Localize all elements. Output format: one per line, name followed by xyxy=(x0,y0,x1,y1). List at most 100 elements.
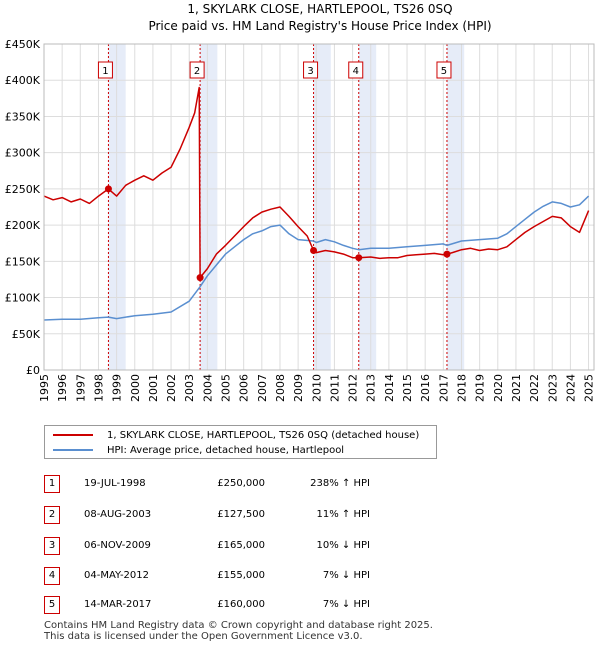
transaction-date: 08-AUG-2003 xyxy=(84,509,152,520)
sale-point xyxy=(355,254,363,262)
x-tick-label: 2015 xyxy=(401,374,414,402)
sale-marker-label: 5 xyxy=(441,66,447,77)
transaction-hpi-diff: 11% ↑ HPI xyxy=(316,509,370,520)
legend: 1, SKYLARK CLOSE, HARTLEPOOL, TS26 0SQ (… xyxy=(44,425,437,459)
x-tick-label: 2010 xyxy=(310,374,323,402)
sale-point xyxy=(104,185,112,193)
x-tick-label: 1995 xyxy=(38,374,51,402)
legend-label-hpi: HPI: Average price, detached house, Hart… xyxy=(107,445,345,456)
x-tick-label: 2012 xyxy=(347,374,360,402)
y-tick-label: £250K xyxy=(5,183,41,196)
copyright-notice: Contains HM Land Registry data © Crown c… xyxy=(44,620,433,631)
sale-marker-box xyxy=(189,61,205,79)
transaction-price: £250,000 xyxy=(217,478,265,489)
licence-notice: This data is licensed under the Open Gov… xyxy=(44,631,363,642)
y-tick-label: £150K xyxy=(5,255,41,268)
table-row: 5 14-MAR-2017 £160,000 7% ↓ HPI xyxy=(0,595,600,615)
table-row: 1 19-JUL-1998 £250,000 238% ↑ HPI xyxy=(0,474,600,494)
transaction-hpi-diff: 7% ↓ HPI xyxy=(322,599,370,610)
sale-marker-label: 3 xyxy=(307,66,313,77)
hpi-line xyxy=(43,195,590,321)
y-tick-label: £300K xyxy=(5,147,41,160)
x-tick-label: 2020 xyxy=(492,374,505,402)
x-tick-label: 2008 xyxy=(274,374,287,402)
transaction-price: £160,000 xyxy=(217,599,265,610)
transaction-number-badge: 4 xyxy=(44,567,60,585)
transaction-date: 14-MAR-2017 xyxy=(84,599,152,610)
sale-marker-label: 1 xyxy=(102,66,108,77)
transaction-number-badge: 1 xyxy=(44,475,60,493)
sale-point xyxy=(443,250,451,258)
x-tick-label: 2005 xyxy=(220,374,233,402)
sale-point xyxy=(310,246,318,254)
sale-marker-box xyxy=(97,61,113,79)
plot-border xyxy=(43,43,595,371)
table-row: 3 06-NOV-2009 £165,000 10% ↓ HPI xyxy=(0,536,600,556)
x-tick-label: 2006 xyxy=(238,374,251,402)
transaction-date: 04-MAY-2012 xyxy=(84,570,150,581)
y-tick-label: £350K xyxy=(5,110,41,123)
chart-subtitle: Price paid vs. HM Land Registry's House … xyxy=(148,19,491,33)
shaded-period xyxy=(200,44,218,370)
legend-item-property: 1, SKYLARK CLOSE, HARTLEPOOL, TS26 0SQ (… xyxy=(53,429,419,443)
transaction-number-badge: 3 xyxy=(44,537,60,555)
sale-marker-label: 2 xyxy=(194,66,200,77)
transaction-hpi-diff: 10% ↓ HPI xyxy=(316,540,370,551)
shaded-period xyxy=(313,44,331,370)
sale-marker-label: 4 xyxy=(353,66,359,77)
transaction-hpi-diff: 7% ↓ HPI xyxy=(322,570,370,581)
x-tick-label: 1996 xyxy=(56,374,69,402)
x-tick-label: 2009 xyxy=(292,374,305,402)
y-tick-label: £0 xyxy=(26,364,40,377)
legend-item-hpi: HPI: Average price, detached house, Hart… xyxy=(53,444,344,458)
legend-swatch-hpi xyxy=(53,449,93,451)
y-tick-label: £100K xyxy=(5,292,41,305)
y-tick-label: £450K xyxy=(5,38,41,51)
x-tick-label: 2022 xyxy=(528,374,541,402)
x-tick-label: 1999 xyxy=(111,374,124,402)
x-tick-label: 2021 xyxy=(510,374,523,402)
x-tick-label: 2000 xyxy=(129,374,142,402)
sale-point xyxy=(196,274,204,282)
y-tick-label: £400K xyxy=(5,74,41,87)
x-tick-label: 2024 xyxy=(564,374,577,402)
transaction-hpi-diff: 238% ↑ HPI xyxy=(310,478,370,489)
legend-swatch-property xyxy=(53,434,93,436)
x-tick-label: 2025 xyxy=(583,374,596,402)
x-tick-label: 2019 xyxy=(474,374,487,402)
x-tick-label: 2014 xyxy=(383,374,396,402)
x-tick-label: 1998 xyxy=(92,374,105,402)
x-tick-label: 2017 xyxy=(437,374,450,402)
x-tick-label: 2011 xyxy=(328,374,341,402)
sale-marker-box xyxy=(436,61,452,79)
transaction-price: £165,000 xyxy=(217,540,265,551)
transaction-price: £155,000 xyxy=(217,570,265,581)
y-tick-label: £50K xyxy=(12,328,41,341)
x-tick-label: 2013 xyxy=(365,374,378,402)
y-tick-label: £200K xyxy=(5,219,41,232)
transaction-number-badge: 5 xyxy=(44,596,60,614)
x-tick-label: 2018 xyxy=(455,374,468,402)
x-tick-label: 2001 xyxy=(147,374,160,402)
table-row: 4 04-MAY-2012 £155,000 7% ↓ HPI xyxy=(0,566,600,586)
x-tick-label: 2023 xyxy=(546,374,559,402)
x-tick-label: 2003 xyxy=(183,374,196,402)
x-tick-label: 1997 xyxy=(74,374,87,402)
chart-title: 1, SKYLARK CLOSE, HARTLEPOOL, TS26 0SQ xyxy=(187,2,452,16)
price-chart: 1, SKYLARK CLOSE, HARTLEPOOL, TS26 0SQ P… xyxy=(5,2,596,402)
transaction-date: 19-JUL-1998 xyxy=(84,478,146,489)
x-tick-label: 2016 xyxy=(419,374,432,402)
transaction-price: £127,500 xyxy=(217,509,265,520)
footer: Contains HM Land Registry data © Crown c… xyxy=(44,620,433,642)
transaction-number-badge: 2 xyxy=(44,506,60,524)
sale-marker-box xyxy=(348,61,364,79)
x-tick-label: 2004 xyxy=(201,374,214,402)
legend-label-property: 1, SKYLARK CLOSE, HARTLEPOOL, TS26 0SQ (… xyxy=(107,430,420,441)
transaction-date: 06-NOV-2009 xyxy=(84,540,151,551)
x-tick-label: 2002 xyxy=(165,374,178,402)
table-row: 2 08-AUG-2003 £127,500 11% ↑ HPI xyxy=(0,505,600,525)
sale-marker-box xyxy=(303,61,319,79)
x-tick-label: 2007 xyxy=(256,374,269,402)
shaded-period xyxy=(446,44,465,370)
shaded-period xyxy=(358,44,377,370)
